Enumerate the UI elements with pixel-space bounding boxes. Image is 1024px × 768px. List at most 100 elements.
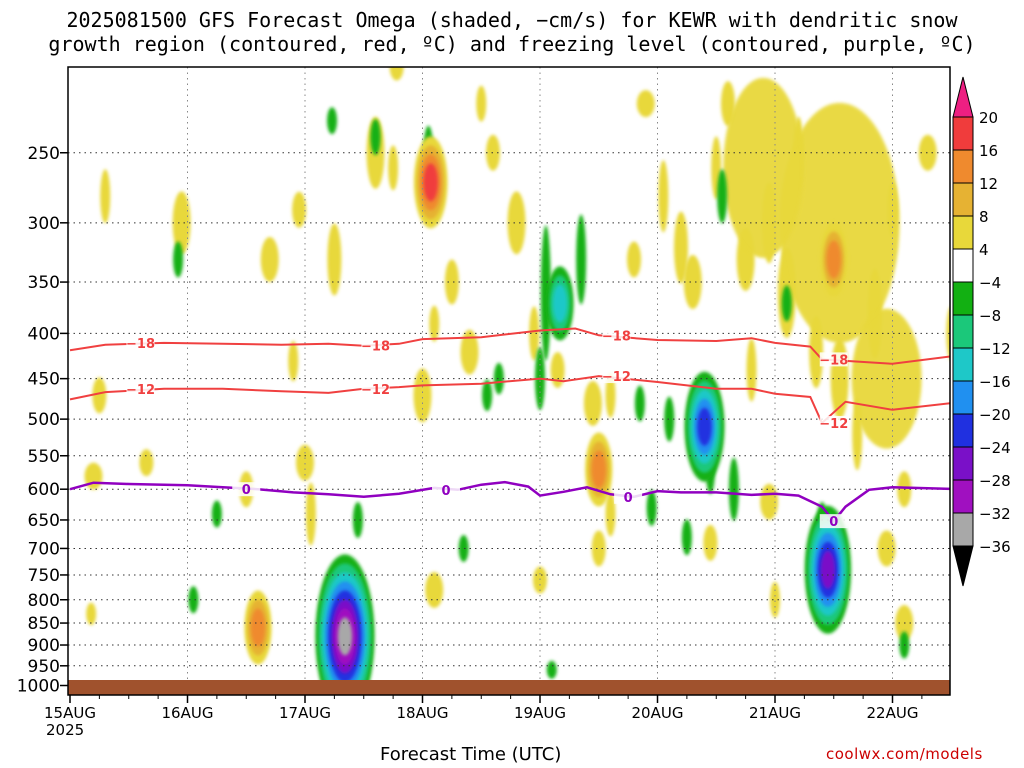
- omega-region: [851, 308, 922, 449]
- x-tick-label: 15AUG: [44, 704, 96, 722]
- contour-label: 0: [624, 491, 633, 506]
- colorbar-label: −8: [979, 307, 1001, 325]
- colorbar-label: −28: [979, 472, 1011, 490]
- omega-streak: [305, 482, 316, 546]
- omega-streak: [605, 372, 616, 418]
- contour-label: −18: [361, 340, 390, 355]
- x-tick-label: 18AUG: [397, 704, 449, 722]
- y-tick-label: 700: [28, 539, 60, 559]
- omega-streak: [86, 602, 97, 626]
- omega-streak: [482, 379, 493, 412]
- omega-streak: [352, 501, 363, 538]
- y-tick-label: 300: [28, 214, 60, 234]
- colorbar-label: −32: [979, 505, 1011, 523]
- omega-streak: [327, 223, 342, 296]
- chart-title-line1: 2025081500 GFS Forecast Omega (shaded, −…: [66, 8, 958, 32]
- omega-streak: [425, 572, 444, 609]
- omega-streak: [458, 534, 469, 562]
- colorbar-segment: [952, 182, 974, 217]
- contour-label-bg: [432, 482, 460, 497]
- y-tick-label: 850: [28, 614, 60, 634]
- contour-label: −12: [602, 370, 631, 385]
- y-tick-label: 1000: [17, 677, 60, 697]
- omega-streak: [646, 489, 657, 526]
- omega-cell: [337, 617, 353, 656]
- contour-label-bg: [126, 381, 155, 396]
- colorbar-bottom-arrow: [952, 545, 974, 587]
- contour-label: 0: [242, 483, 251, 498]
- y-axis: 2503003504004505005506006507007508008509…: [17, 144, 68, 697]
- omega-streak: [173, 241, 184, 278]
- year-label: 2025: [46, 721, 85, 739]
- colorbar-segment: [952, 380, 974, 415]
- colorbar-label: −4: [979, 274, 1001, 292]
- omega-streak: [211, 500, 222, 528]
- colorbar-segment: [952, 479, 974, 514]
- colorbar-top-arrow: [952, 76, 974, 118]
- contour-label-bg: [361, 338, 390, 353]
- omega-streak: [664, 396, 675, 442]
- omega-streak: [388, 145, 399, 191]
- omega-streak: [139, 449, 154, 477]
- credit-link[interactable]: coolwx.com/models: [826, 745, 983, 763]
- colorbar-segment: [952, 446, 974, 481]
- contour-label: −12: [361, 383, 390, 398]
- omega-streak: [476, 85, 487, 122]
- contour-label-bg: [126, 335, 155, 350]
- omega-cell: [697, 407, 712, 446]
- x-tick-label: 21AUG: [749, 704, 801, 722]
- y-tick-label: 750: [28, 566, 60, 586]
- contour-label: −12: [819, 417, 848, 432]
- omega-streak: [507, 191, 526, 255]
- omega-streak: [627, 241, 641, 278]
- contour-label-bg: [232, 482, 261, 497]
- contour-label-bg: [361, 381, 390, 396]
- contour-label: 0: [441, 484, 450, 499]
- omega-streak: [746, 338, 757, 402]
- colorbar-label: −24: [979, 439, 1011, 457]
- omega-streak: [877, 530, 896, 567]
- omega-streak: [429, 305, 440, 342]
- contour-lines: −18 −18 −18 −18 −12 −12 −12 −12 0 0 0 0: [69, 327, 950, 530]
- omega-streak: [717, 169, 728, 224]
- x-tick-label: 20AUG: [632, 704, 684, 722]
- y-tick-label: 500: [28, 410, 60, 430]
- colorbar-label: −12: [979, 340, 1011, 358]
- omega-streak: [389, 67, 404, 81]
- omega-streak: [591, 530, 606, 567]
- colorbar-segment: [952, 512, 974, 547]
- y-tick-label: 950: [28, 657, 60, 677]
- omega-streak: [92, 377, 107, 414]
- colorbar: 20 16 12 8 4 −4 −8 −12 −16 −20 −24 −28 −32 −36: [952, 76, 1011, 587]
- colorbar-label: −16: [979, 373, 1011, 391]
- contour-label-bg: [602, 369, 631, 384]
- contour-label: −12: [126, 383, 155, 398]
- omega-streak: [288, 340, 299, 382]
- omega-streak: [683, 255, 702, 310]
- omega-streak: [540, 225, 551, 361]
- contour-label-bg: [602, 328, 631, 343]
- omega-streak: [546, 660, 557, 679]
- contour-label: −18: [819, 353, 848, 368]
- x-tick-label: 16AUG: [162, 704, 214, 722]
- omega-streak: [681, 519, 692, 556]
- omega-streak: [493, 362, 504, 395]
- colorbar-segment: [952, 116, 974, 151]
- omega-streak: [717, 13, 727, 40]
- colorbar-label: 16: [979, 142, 998, 160]
- omega-streak: [658, 160, 669, 233]
- omega-cell: [826, 240, 841, 279]
- x-tick-label: 22AUG: [867, 704, 919, 722]
- y-tick-label: 350: [28, 273, 60, 293]
- omega-streak: [327, 107, 338, 135]
- omega-cell: [552, 284, 568, 323]
- contour-line: [69, 327, 950, 365]
- omega-streak: [781, 285, 792, 322]
- contour-line: [69, 375, 950, 425]
- plot-frame: [67, 66, 951, 696]
- y-tick-label: 650: [28, 511, 60, 531]
- omega-cell: [820, 550, 836, 589]
- omega-streak: [260, 236, 279, 282]
- omega-cell: [423, 163, 438, 202]
- colorbar-segment: [952, 248, 974, 283]
